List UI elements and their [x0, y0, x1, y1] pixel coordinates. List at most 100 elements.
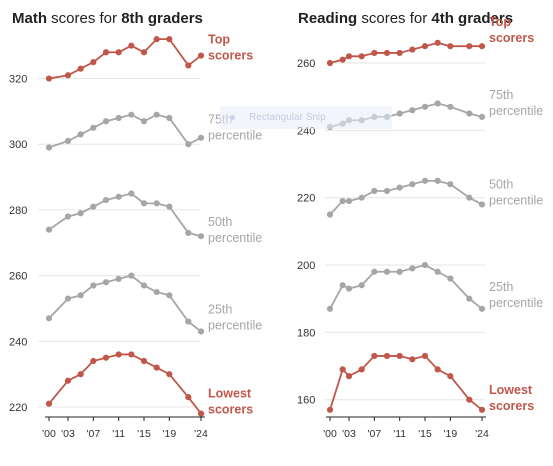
x-tick-label: '00: [42, 428, 56, 440]
data-point: [128, 272, 135, 279]
series-label: percentile: [489, 296, 543, 310]
data-point: [339, 282, 346, 289]
data-point: [396, 184, 403, 191]
data-point: [115, 114, 122, 122]
series-line: [329, 41, 482, 64]
series-label: Top: [208, 33, 230, 47]
title-part: scores for: [47, 10, 121, 27]
data-point: [339, 366, 346, 373]
data-point: [421, 352, 429, 360]
data-point: [45, 75, 53, 82]
x-tick-label: '15: [137, 428, 151, 440]
series-lowest-scorers: Lowest scorers: [45, 351, 253, 417]
data-point: [383, 352, 391, 360]
data-point: [115, 351, 122, 358]
y-tick-label: 240: [9, 336, 27, 348]
series-label: scorers: [208, 403, 253, 417]
data-point: [434, 268, 441, 275]
data-point: [128, 351, 135, 358]
data-point: [166, 203, 173, 210]
y-tick-label: 280: [9, 205, 27, 217]
x-tick-label: '03: [342, 428, 356, 440]
x-tick-label: '19: [162, 428, 176, 440]
rectangular-snip-overlay[interactable]: Rectangular Snip: [220, 106, 392, 129]
data-point: [396, 110, 403, 117]
data-point: [166, 114, 173, 122]
data-point: [396, 49, 403, 57]
data-point: [197, 328, 205, 335]
x-tick-label: '03: [61, 428, 75, 440]
data-point: [478, 305, 486, 312]
x-tick-label: '11: [112, 428, 125, 440]
data-point: [345, 373, 353, 380]
data-point: [166, 371, 173, 378]
data-point: [345, 285, 353, 292]
data-point: [153, 111, 160, 118]
x-tick-label: '00: [323, 428, 337, 440]
x-tick-label: '07: [367, 428, 381, 440]
data-point: [153, 288, 160, 296]
data-point: [115, 49, 122, 56]
chart-title: Reading scores for 4th graders: [298, 10, 513, 27]
snip-icon: [230, 115, 235, 120]
data-point: [197, 233, 205, 240]
series-50th-percentile: 50th percentile: [45, 190, 262, 245]
data-point: [421, 177, 429, 184]
data-point: [128, 42, 135, 49]
series-label: Top: [489, 15, 511, 29]
series-label: 50th: [489, 177, 513, 191]
data-point: [409, 107, 416, 114]
series-line: [48, 192, 202, 238]
data-point: [77, 210, 84, 217]
data-point: [185, 229, 192, 237]
data-point: [197, 410, 205, 417]
data-point: [197, 52, 205, 59]
x-tick-label: '15: [418, 428, 432, 440]
data-point: [409, 46, 416, 53]
data-point: [102, 354, 110, 361]
data-point: [185, 394, 192, 401]
title-part: scores for: [357, 10, 431, 27]
data-point: [383, 49, 391, 57]
title-part: Math: [12, 10, 47, 27]
series-line: [48, 353, 202, 415]
data-point: [153, 36, 160, 43]
data-point: [64, 295, 72, 302]
series-line: [48, 274, 202, 333]
series-line: [48, 113, 202, 149]
data-point: [45, 315, 53, 322]
reading-chart: Reading scores for 4th graders 160 180 200 2…: [297, 10, 543, 440]
y-tick-label: 260: [9, 271, 27, 283]
data-point: [128, 190, 135, 197]
data-point: [478, 406, 486, 413]
y-tick-label: 260: [297, 58, 315, 70]
data-point: [77, 65, 84, 72]
data-point: [421, 261, 429, 269]
series-25th-percentile: 25th percentile: [326, 261, 543, 312]
data-point: [466, 110, 473, 117]
data-point: [115, 193, 122, 200]
data-point: [478, 43, 486, 50]
series-label: percentile: [489, 104, 543, 118]
data-point: [102, 118, 110, 125]
data-point: [396, 268, 403, 275]
data-point: [409, 356, 416, 363]
data-point: [371, 187, 378, 195]
data-point: [326, 305, 334, 312]
series-label: percentile: [489, 193, 543, 207]
data-point: [185, 62, 192, 69]
y-tick-label: 220: [297, 193, 315, 205]
data-point: [140, 357, 148, 365]
series-label: scorers: [489, 31, 534, 45]
data-point: [64, 213, 72, 220]
data-point: [77, 131, 84, 138]
series-line: [329, 264, 483, 310]
data-point: [434, 366, 441, 373]
data-point: [447, 43, 454, 50]
data-point: [90, 124, 97, 131]
series-25th-percentile: 25th percentile: [45, 272, 262, 335]
data-point: [45, 226, 53, 233]
data-point: [326, 59, 334, 67]
series-lowest-scorers: Lowest scorers: [326, 352, 534, 413]
